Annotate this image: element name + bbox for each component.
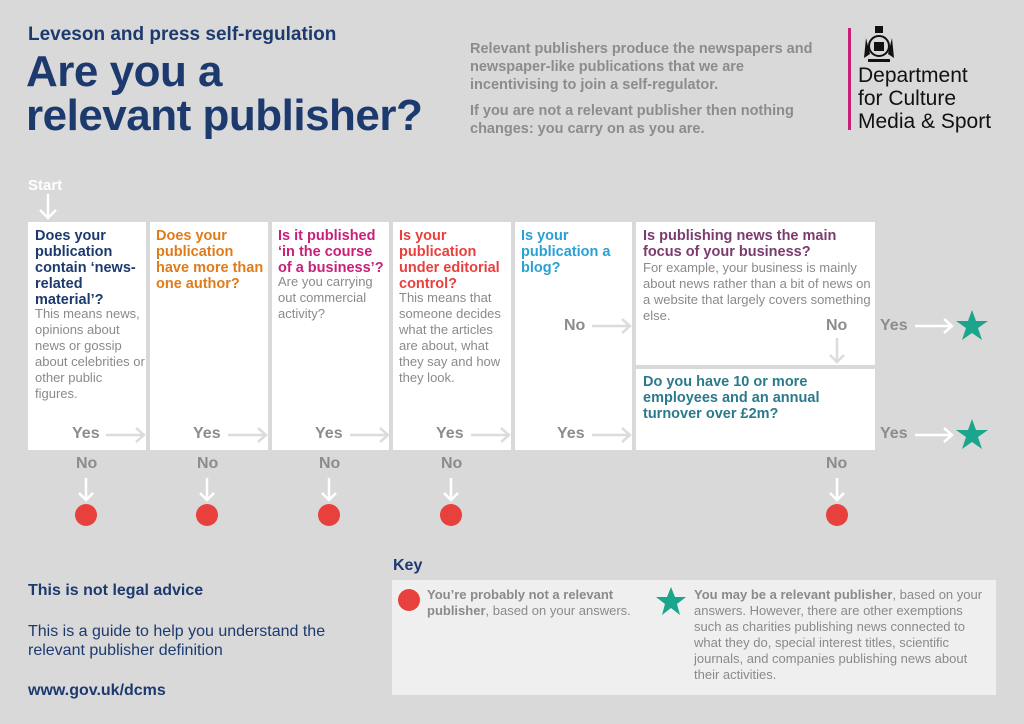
step-1-detail: This means news, opinions about news or …	[35, 306, 145, 401]
step-6-question: Is publishing news the main focus of you…	[643, 228, 837, 260]
department-line-3: Media & Sport	[858, 110, 992, 133]
step-7-yes-label: Yes	[880, 425, 908, 442]
step-5-question: Is your publication a blog?	[521, 228, 611, 276]
step-4-yes-label: Yes	[436, 425, 464, 442]
step-7-box: Do you have 10 or more employees and an …	[636, 369, 875, 450]
arrow-down-icon	[321, 478, 337, 502]
key-relevant-bold: You may be a relevant publisher	[694, 587, 893, 602]
red-dot-icon	[440, 504, 462, 526]
start-arrow-icon	[39, 194, 57, 220]
key-not-relevant-rest: , based on your answers.	[485, 603, 631, 618]
guide-text: This is a guide to help you understand t…	[28, 623, 326, 659]
key-relevant-text: You may be a relevant publisher, based o…	[694, 587, 990, 683]
title-line-2: relevant publisher?	[26, 91, 423, 140]
red-dot-icon	[196, 504, 218, 526]
department-line-2: for Culture	[858, 87, 957, 110]
step-3-yes-label: Yes	[315, 425, 343, 442]
royal-crest-icon	[860, 24, 898, 64]
step-1-no-label: No	[76, 455, 98, 472]
step-2-box: Does your publication have more than one…	[150, 222, 268, 450]
step-1-box: Does your publication contain ‘news-rela…	[28, 222, 146, 450]
arrow-right-icon	[915, 318, 954, 334]
logo-accent-bar	[848, 28, 851, 130]
red-dot-icon	[318, 504, 340, 526]
intro-text: Relevant publishers produce the newspape…	[470, 40, 830, 146]
step-5-no-label: No	[564, 317, 586, 334]
intro-paragraph-2: If you are not a relevant publisher then…	[470, 103, 794, 137]
red-dot-icon	[75, 504, 97, 526]
arrow-down-icon	[443, 478, 459, 502]
arrow-down-icon	[829, 478, 845, 502]
department-name: Department for Culture Media & Sport	[858, 64, 991, 133]
step-6-yes-label: Yes	[880, 317, 908, 334]
green-star-icon	[656, 587, 686, 615]
key-not-relevant-text: You’re probably not a relevant publisher…	[427, 587, 642, 619]
step-6-detail: For example, your business is mainly abo…	[643, 260, 871, 323]
department-line-1: Department	[858, 64, 968, 87]
step-1-question: Does your publication contain ‘news-rela…	[35, 228, 136, 308]
step-6-box: Is publishing news the main focus of you…	[636, 222, 875, 365]
intro-paragraph-1: Relevant publishers produce the newspape…	[470, 41, 813, 93]
arrow-right-icon	[915, 427, 954, 443]
step-2-yes-label: Yes	[193, 425, 221, 442]
step-3-question: Is it published ‘in the course of a busi…	[278, 228, 384, 276]
website-link[interactable]: www.gov.uk/dcms	[28, 682, 166, 699]
step-4-question: Is your publication under editorial cont…	[399, 228, 500, 292]
step-6-no-label: No	[826, 317, 848, 334]
step-7-question: Do you have 10 or more employees and an …	[643, 374, 820, 422]
key-box: You’re probably not a relevant publisher…	[392, 580, 996, 695]
step-5-box: Is your publication a blog?	[515, 222, 632, 450]
page-title: Are you a relevant publisher?	[26, 47, 423, 140]
step-3-detail: Are you carrying out commercial activity…	[278, 274, 373, 321]
key-not-relevant-bold: You’re probably not a relevant publisher	[427, 587, 614, 618]
red-dot-icon	[398, 589, 420, 611]
page-subtitle: Leveson and press self-regulation	[28, 24, 337, 45]
step-3-no-label: No	[319, 455, 341, 472]
step-4-no-label: No	[441, 455, 463, 472]
title-line-1: Are you a	[26, 47, 223, 96]
green-star-icon	[956, 419, 988, 449]
step-4-detail: This means that someone decides what the…	[399, 290, 501, 385]
step-3-box: Is it published ‘in the course of a busi…	[272, 222, 389, 450]
arrow-down-icon	[78, 478, 94, 502]
key-title: Key	[393, 557, 423, 574]
step-7-no-label: No	[826, 455, 848, 472]
step-4-box: Is your publication under editorial cont…	[393, 222, 511, 450]
green-star-icon	[956, 310, 988, 340]
key-relevant-rest: , based on your answers. However, there …	[694, 587, 983, 682]
arrow-down-icon	[199, 478, 215, 502]
step-2-no-label: No	[197, 455, 219, 472]
legal-disclaimer: This is not legal advice	[28, 582, 204, 599]
step-1-yes-label: Yes	[72, 425, 100, 442]
step-5-yes-label: Yes	[557, 425, 585, 442]
red-dot-icon	[826, 504, 848, 526]
start-label: Start	[28, 177, 63, 194]
step-2-question: Does your publication have more than one…	[156, 228, 264, 292]
